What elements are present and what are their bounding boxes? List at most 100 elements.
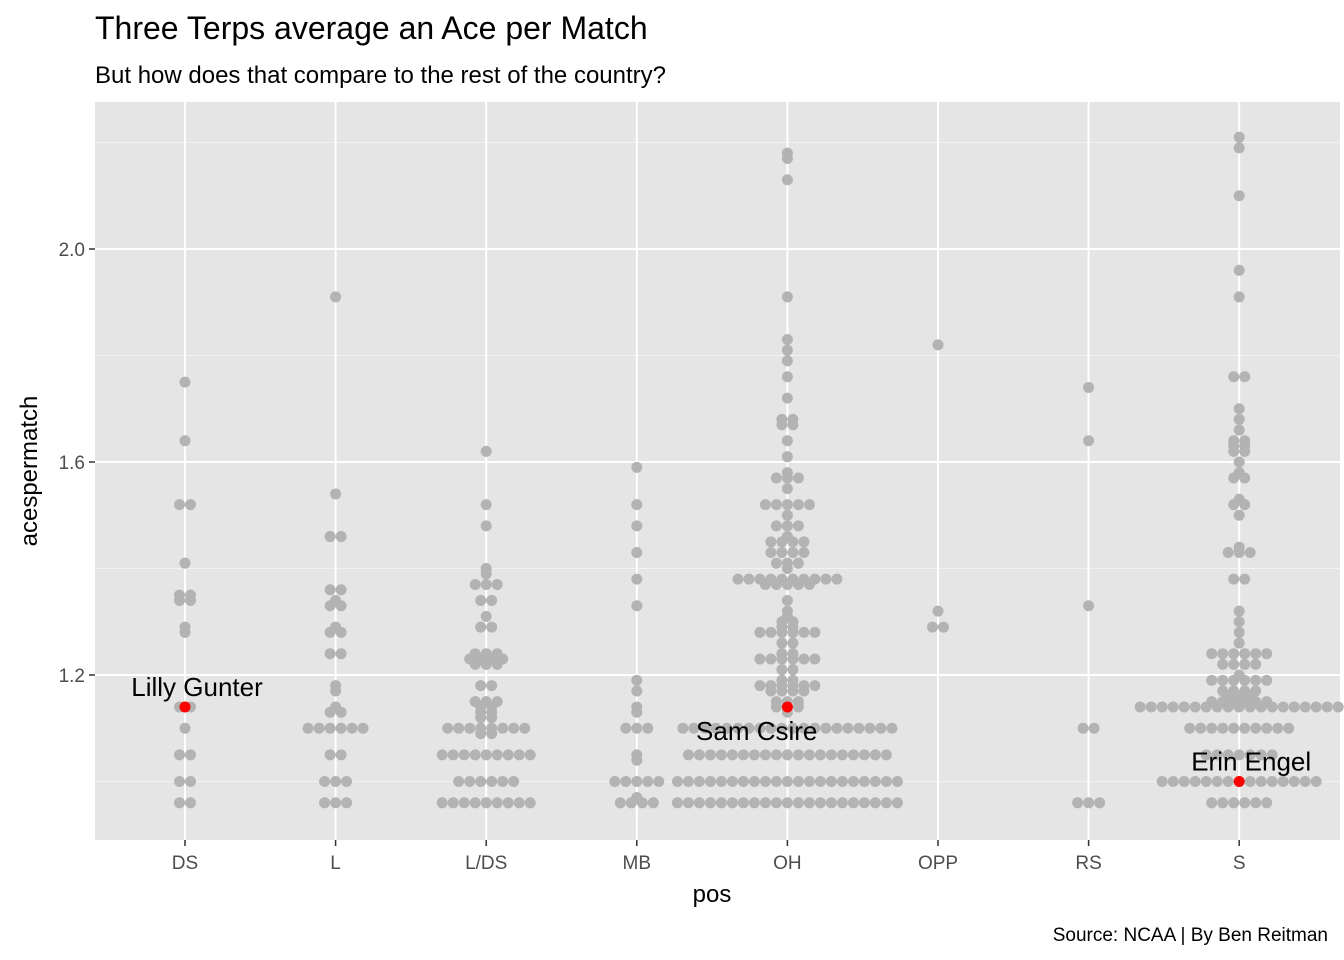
data-point	[938, 621, 949, 633]
data-point	[324, 600, 336, 612]
data-point	[1255, 749, 1267, 761]
data-point	[324, 531, 336, 543]
data-point	[436, 797, 448, 809]
data-point	[770, 472, 782, 484]
data-point	[1233, 456, 1245, 468]
data-point	[480, 797, 492, 809]
data-point	[447, 797, 459, 809]
data-point	[631, 461, 643, 473]
data-point	[759, 776, 771, 787]
data-point	[820, 722, 832, 734]
data-point	[875, 722, 887, 734]
data-point	[726, 797, 738, 809]
data-point	[1310, 701, 1322, 713]
data-point	[631, 722, 643, 734]
data-point	[464, 722, 476, 734]
data-point	[324, 706, 336, 718]
data-point	[715, 749, 727, 761]
data-point	[1072, 797, 1084, 809]
data-point	[179, 557, 191, 569]
data-point	[513, 797, 525, 809]
data-point	[1222, 776, 1234, 787]
point-labels: Lilly Gunter Sam Csire Erin Engel	[131, 672, 1311, 777]
data-point	[442, 722, 454, 734]
data-point	[174, 749, 185, 761]
data-point	[1255, 701, 1267, 713]
data-point	[781, 563, 793, 574]
data-point	[792, 749, 804, 761]
data-point	[1239, 371, 1251, 383]
data-point	[1228, 445, 1240, 457]
data-point	[480, 520, 492, 532]
data-point	[792, 557, 804, 569]
data-point	[475, 776, 487, 787]
x-tick-label: OPP	[918, 853, 958, 874]
data-point	[1233, 616, 1245, 628]
data-point	[787, 722, 799, 734]
data-point	[792, 797, 804, 809]
data-point	[1233, 626, 1245, 638]
data-point	[1088, 722, 1100, 734]
x-axis-ticks: DS L L/DS MB OH OPP RS S	[172, 840, 1246, 874]
data-point	[759, 499, 771, 511]
data-point	[770, 520, 782, 532]
data-point	[436, 749, 448, 761]
data-point	[792, 578, 804, 590]
data-point	[765, 547, 777, 559]
data-point	[491, 749, 503, 761]
data-point	[486, 728, 498, 740]
data-point	[324, 626, 336, 638]
data-point	[886, 722, 898, 734]
data-point	[179, 435, 191, 447]
data-point	[1211, 701, 1223, 713]
data-point	[847, 797, 859, 809]
data-point	[1233, 637, 1245, 649]
data-point	[1233, 605, 1245, 617]
data-point	[458, 797, 470, 809]
data-point	[1261, 797, 1273, 809]
data-point	[453, 722, 465, 734]
data-point	[179, 376, 191, 388]
data-point	[1217, 648, 1229, 660]
data-point	[1250, 797, 1262, 809]
data-point	[781, 776, 793, 787]
data-point	[803, 499, 815, 511]
data-point	[486, 594, 498, 606]
data-point	[1233, 131, 1245, 143]
data-point	[759, 749, 771, 761]
data-point	[693, 749, 705, 761]
data-point	[825, 749, 837, 761]
point-label: Erin Engel	[1191, 747, 1311, 777]
data-point	[809, 722, 821, 734]
data-point	[732, 573, 744, 585]
data-point	[737, 797, 749, 809]
data-point	[480, 445, 492, 457]
data-point	[631, 600, 643, 612]
data-point	[759, 578, 771, 590]
data-point	[1189, 701, 1201, 713]
data-point	[1228, 573, 1240, 585]
data-point	[858, 776, 870, 787]
data-point	[1083, 600, 1095, 612]
data-point	[814, 776, 826, 787]
x-tick-label: RS	[1075, 853, 1101, 874]
data-point	[787, 685, 799, 697]
data-point	[842, 722, 854, 734]
data-point	[1228, 658, 1240, 670]
data-point	[682, 797, 694, 809]
data-point	[792, 701, 804, 713]
data-point	[620, 722, 632, 734]
data-point	[1233, 749, 1245, 761]
data-point	[781, 749, 793, 761]
data-point	[792, 472, 804, 484]
data-point	[631, 706, 643, 718]
data-point	[776, 653, 788, 665]
data-point	[781, 344, 793, 356]
data-point	[524, 749, 536, 761]
data-point	[346, 722, 358, 734]
data-point	[1156, 701, 1168, 713]
data-point	[754, 680, 766, 692]
data-point	[1239, 499, 1251, 511]
data-point	[748, 776, 760, 787]
data-point	[765, 626, 777, 638]
